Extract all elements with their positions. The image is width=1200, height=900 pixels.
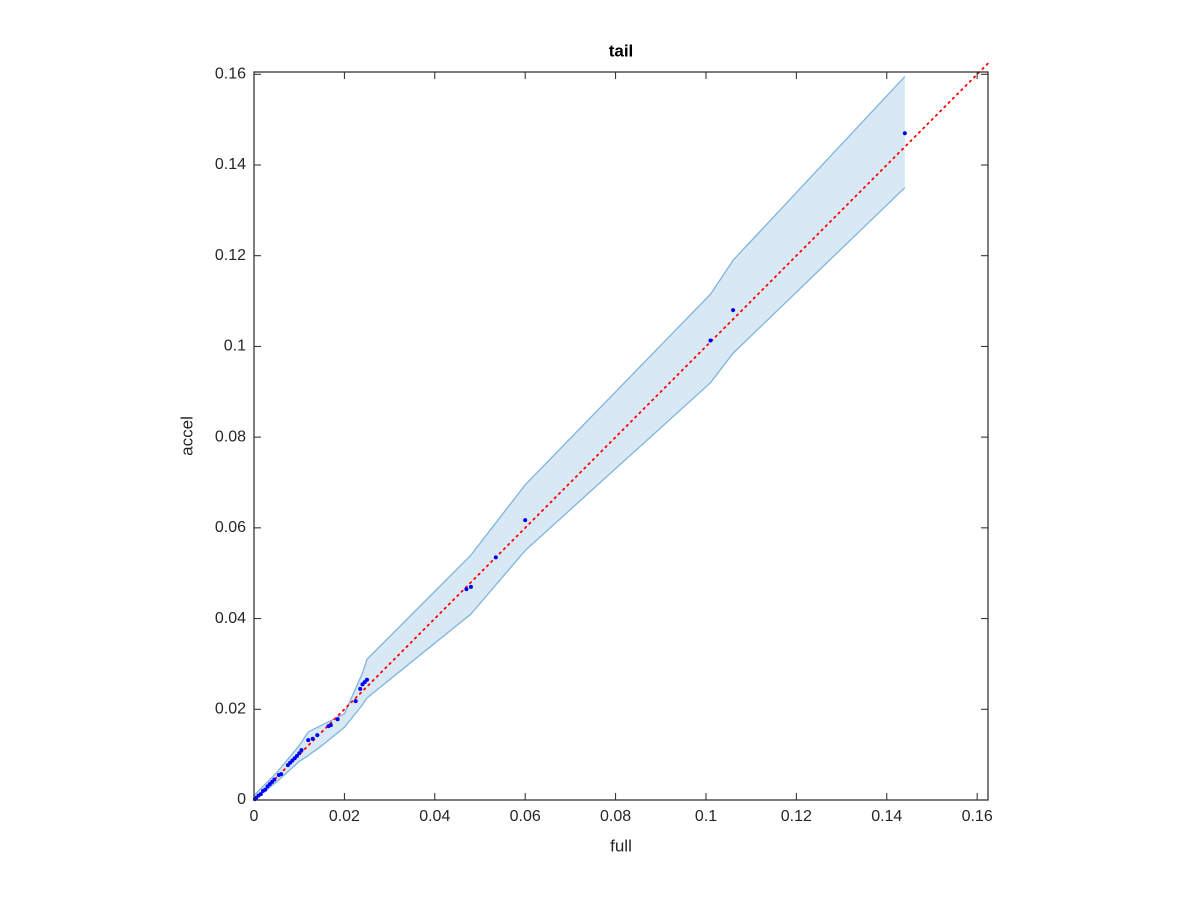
- point: [310, 736, 315, 741]
- y-axis-label: accel: [177, 416, 196, 456]
- x-tick-label: 0.12: [781, 808, 812, 825]
- x-tick-label: 0.1: [695, 808, 717, 825]
- point: [464, 587, 469, 592]
- x-tick-label: 0.02: [329, 808, 360, 825]
- confidence-band: [254, 76, 905, 800]
- band-lower-edge: [253, 187, 906, 801]
- point: [306, 738, 311, 743]
- y-tick-label: 0.02: [215, 701, 246, 718]
- x-tick-label: 0.04: [419, 808, 450, 825]
- reference-line: [253, 62, 989, 801]
- y-tick-label: 0.14: [215, 156, 246, 173]
- point: [523, 518, 528, 523]
- chart-title: tail: [609, 41, 634, 60]
- point: [353, 699, 358, 704]
- y-tick-label: 0.16: [215, 65, 246, 82]
- point: [279, 772, 284, 777]
- point: [263, 787, 268, 792]
- point: [468, 584, 473, 589]
- x-axis-label: full: [610, 836, 632, 855]
- y-tick-label: 0.08: [215, 428, 246, 445]
- point: [335, 717, 340, 722]
- x-tick-label: 0.06: [510, 808, 541, 825]
- point: [297, 751, 302, 756]
- point: [902, 131, 907, 136]
- point: [708, 338, 713, 343]
- x-tick-label: 0.16: [962, 808, 993, 825]
- point: [299, 748, 304, 753]
- y-tick-label: 0.04: [215, 610, 246, 627]
- axes-box: [253, 71, 989, 801]
- point: [258, 792, 263, 797]
- point: [272, 777, 277, 782]
- point: [328, 723, 333, 728]
- point: [315, 733, 320, 738]
- point: [731, 308, 736, 313]
- point: [294, 754, 299, 759]
- x-tick-label: 0.08: [600, 808, 631, 825]
- x-tick-label: 0: [250, 808, 259, 825]
- y-tick-label: 0.06: [215, 519, 246, 536]
- point: [493, 555, 498, 560]
- point: [358, 686, 363, 691]
- point: [364, 677, 369, 682]
- y-tick-label: 0.1: [224, 338, 246, 355]
- y-tick-label: 0: [237, 791, 246, 808]
- band-upper-edge: [253, 76, 906, 796]
- x-tick-label: 0.14: [871, 808, 902, 825]
- y-tick-label: 0.12: [215, 247, 246, 264]
